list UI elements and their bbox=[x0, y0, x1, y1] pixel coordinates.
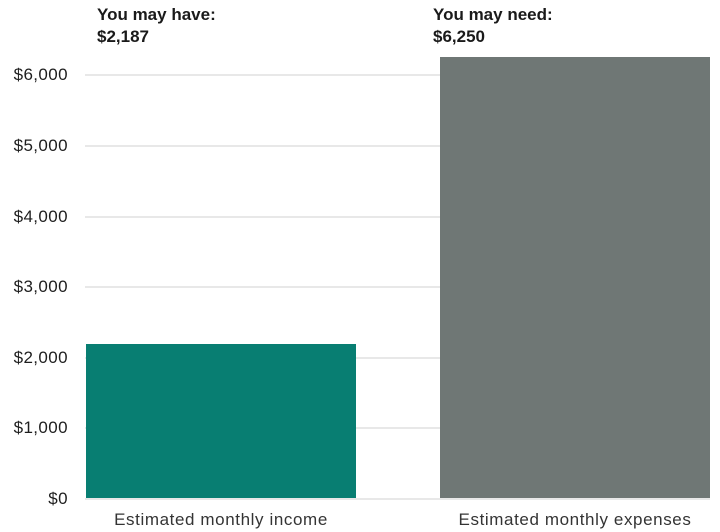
x-axis-label-expenses: Estimated monthly expenses bbox=[458, 510, 692, 529]
annotation-value: $2,187 bbox=[97, 27, 149, 46]
y-tick-label-6000: $6,000 bbox=[13, 65, 68, 85]
gridline-3000 bbox=[85, 286, 710, 289]
y-tick-label-1000: $1,000 bbox=[13, 418, 68, 438]
gridline-0 bbox=[85, 498, 710, 500]
x-axis-label-income: Estimated monthly income bbox=[114, 510, 328, 529]
y-tick-label-4000: $4,000 bbox=[13, 206, 68, 226]
bar-expenses bbox=[440, 56, 710, 498]
gridline-2000 bbox=[85, 356, 710, 359]
y-tick-label-2000: $2,000 bbox=[13, 347, 68, 367]
annotation-you-may-have: You may have: $2,187 bbox=[97, 4, 216, 48]
annotation-you-may-need: You may need: $6,250 bbox=[433, 4, 553, 48]
gridline-5000 bbox=[85, 145, 710, 147]
gridline-4000 bbox=[85, 215, 710, 218]
y-tick-label-0: $0 bbox=[48, 489, 68, 508]
annotation-label: You may need: bbox=[433, 5, 553, 24]
annotation-label: You may have: bbox=[97, 5, 216, 24]
bar-income bbox=[86, 343, 356, 498]
y-tick-label-5000: $5,000 bbox=[13, 136, 68, 155]
gridline-6000 bbox=[85, 74, 710, 77]
y-tick-label-3000: $3,000 bbox=[13, 277, 68, 297]
annotation-value: $6,250 bbox=[433, 27, 485, 46]
gridline-1000 bbox=[85, 427, 710, 430]
